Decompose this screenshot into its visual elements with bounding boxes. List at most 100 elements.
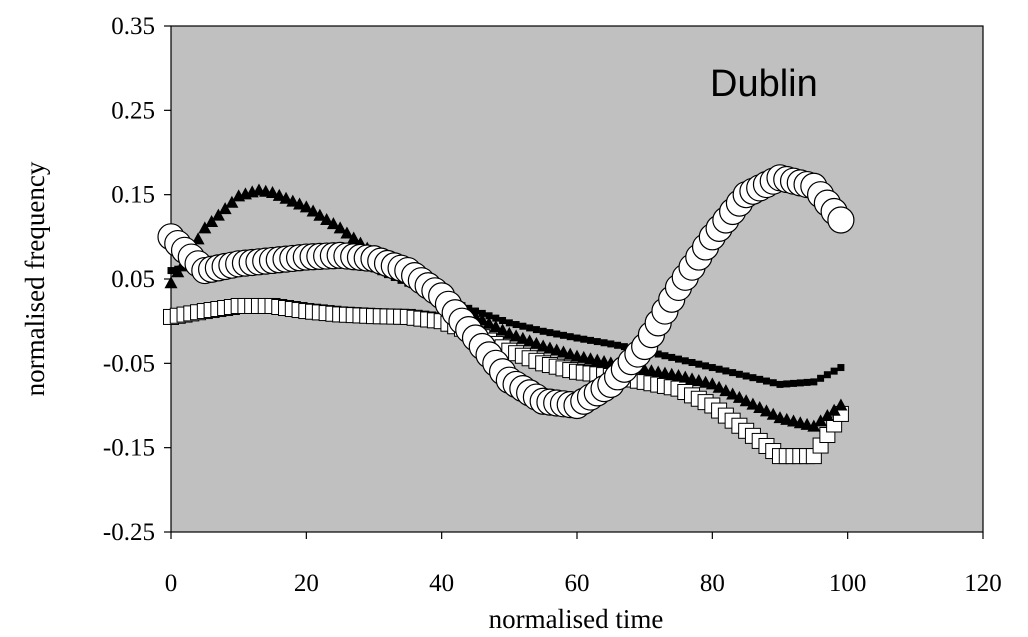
data-point	[834, 398, 848, 411]
y-tick-label: -0.15	[103, 435, 155, 462]
data-point	[753, 401, 767, 414]
data-point	[712, 380, 726, 393]
data-point	[529, 336, 543, 349]
y-axis-title: normalised frequency	[20, 161, 50, 396]
data-point	[211, 208, 225, 221]
data-point	[746, 397, 760, 410]
data-point	[732, 390, 746, 403]
data-point	[519, 322, 527, 330]
data-point	[539, 327, 547, 335]
data-point	[340, 226, 354, 239]
x-tick-label: 0	[165, 570, 178, 597]
data-point	[756, 375, 764, 383]
x-tick-label: 100	[829, 570, 867, 597]
series-layer	[157, 164, 855, 465]
data-point	[739, 394, 753, 407]
data-point	[600, 339, 608, 347]
data-point	[496, 323, 510, 336]
data-point	[759, 404, 773, 417]
data-point	[681, 357, 689, 365]
data-point	[695, 360, 703, 368]
x-tick-label: 80	[700, 570, 725, 597]
data-point	[705, 377, 719, 390]
data-point	[279, 191, 293, 204]
data-point	[823, 371, 831, 379]
data-point	[499, 316, 507, 324]
data-point	[726, 387, 740, 400]
data-point	[164, 276, 178, 289]
data-point	[272, 188, 286, 201]
data-point	[729, 369, 737, 377]
data-point	[485, 312, 493, 320]
data-point	[218, 202, 232, 215]
data-point	[313, 208, 327, 221]
data-point	[742, 372, 750, 380]
data-point	[492, 314, 500, 322]
data-point	[167, 267, 175, 275]
data-point	[654, 350, 662, 358]
data-point	[587, 336, 595, 344]
data-point	[566, 333, 574, 341]
data-point	[191, 232, 205, 245]
data-point	[523, 334, 537, 347]
data-point	[783, 380, 791, 388]
data-point	[286, 194, 300, 207]
data-point	[807, 419, 821, 432]
data-point	[225, 195, 239, 208]
plot-area	[170, 25, 984, 533]
data-point	[708, 364, 716, 372]
y-tick-label: -0.05	[103, 350, 155, 377]
axes-layer: 0 20 40 60 80 100 120 0.35 0.25 0.15 0.05 -0.05 -0.1…	[103, 13, 1002, 597]
data-point	[320, 212, 334, 225]
data-point	[573, 334, 581, 342]
data-point	[817, 374, 825, 382]
data-point	[266, 185, 279, 198]
data-point	[827, 206, 855, 234]
y-tick-label: -0.25	[103, 519, 155, 546]
data-point	[532, 326, 540, 334]
data-point	[715, 365, 723, 373]
data-point	[620, 343, 628, 351]
data-point	[347, 231, 361, 244]
x-axis-title: normalised time	[489, 604, 664, 634]
data-point	[171, 265, 185, 278]
data-point	[509, 329, 523, 342]
x-tick-label: 20	[294, 570, 319, 597]
data-point	[489, 320, 503, 333]
data-point	[810, 378, 818, 386]
data-point	[722, 367, 730, 375]
data-point	[719, 384, 733, 397]
data-point	[546, 329, 554, 337]
data-point	[830, 367, 838, 375]
data-point	[749, 374, 757, 382]
y-tick-label: 0.15	[111, 182, 155, 209]
y-tick-label: 0.05	[111, 266, 155, 293]
data-point	[326, 217, 340, 230]
data-point	[512, 321, 520, 329]
data-point	[580, 335, 588, 343]
data-point	[516, 331, 530, 344]
data-point	[766, 407, 780, 420]
data-point	[803, 378, 811, 386]
data-point	[837, 364, 845, 372]
data-point	[607, 340, 615, 348]
data-point	[762, 377, 770, 385]
data-point	[796, 379, 804, 387]
data-point	[333, 221, 347, 234]
data-point	[559, 331, 567, 339]
data-point	[198, 221, 212, 234]
data-point	[790, 379, 798, 387]
data-point	[776, 380, 784, 388]
series-open-circle	[157, 164, 855, 420]
data-point	[306, 204, 320, 217]
data-point	[702, 362, 710, 370]
data-point	[614, 341, 622, 349]
data-point	[482, 316, 496, 329]
data-point	[827, 403, 841, 416]
data-point	[505, 319, 513, 327]
data-point	[820, 409, 834, 422]
data-point	[668, 353, 676, 361]
x-tick-label: 120	[964, 570, 1002, 597]
data-point	[675, 355, 682, 363]
